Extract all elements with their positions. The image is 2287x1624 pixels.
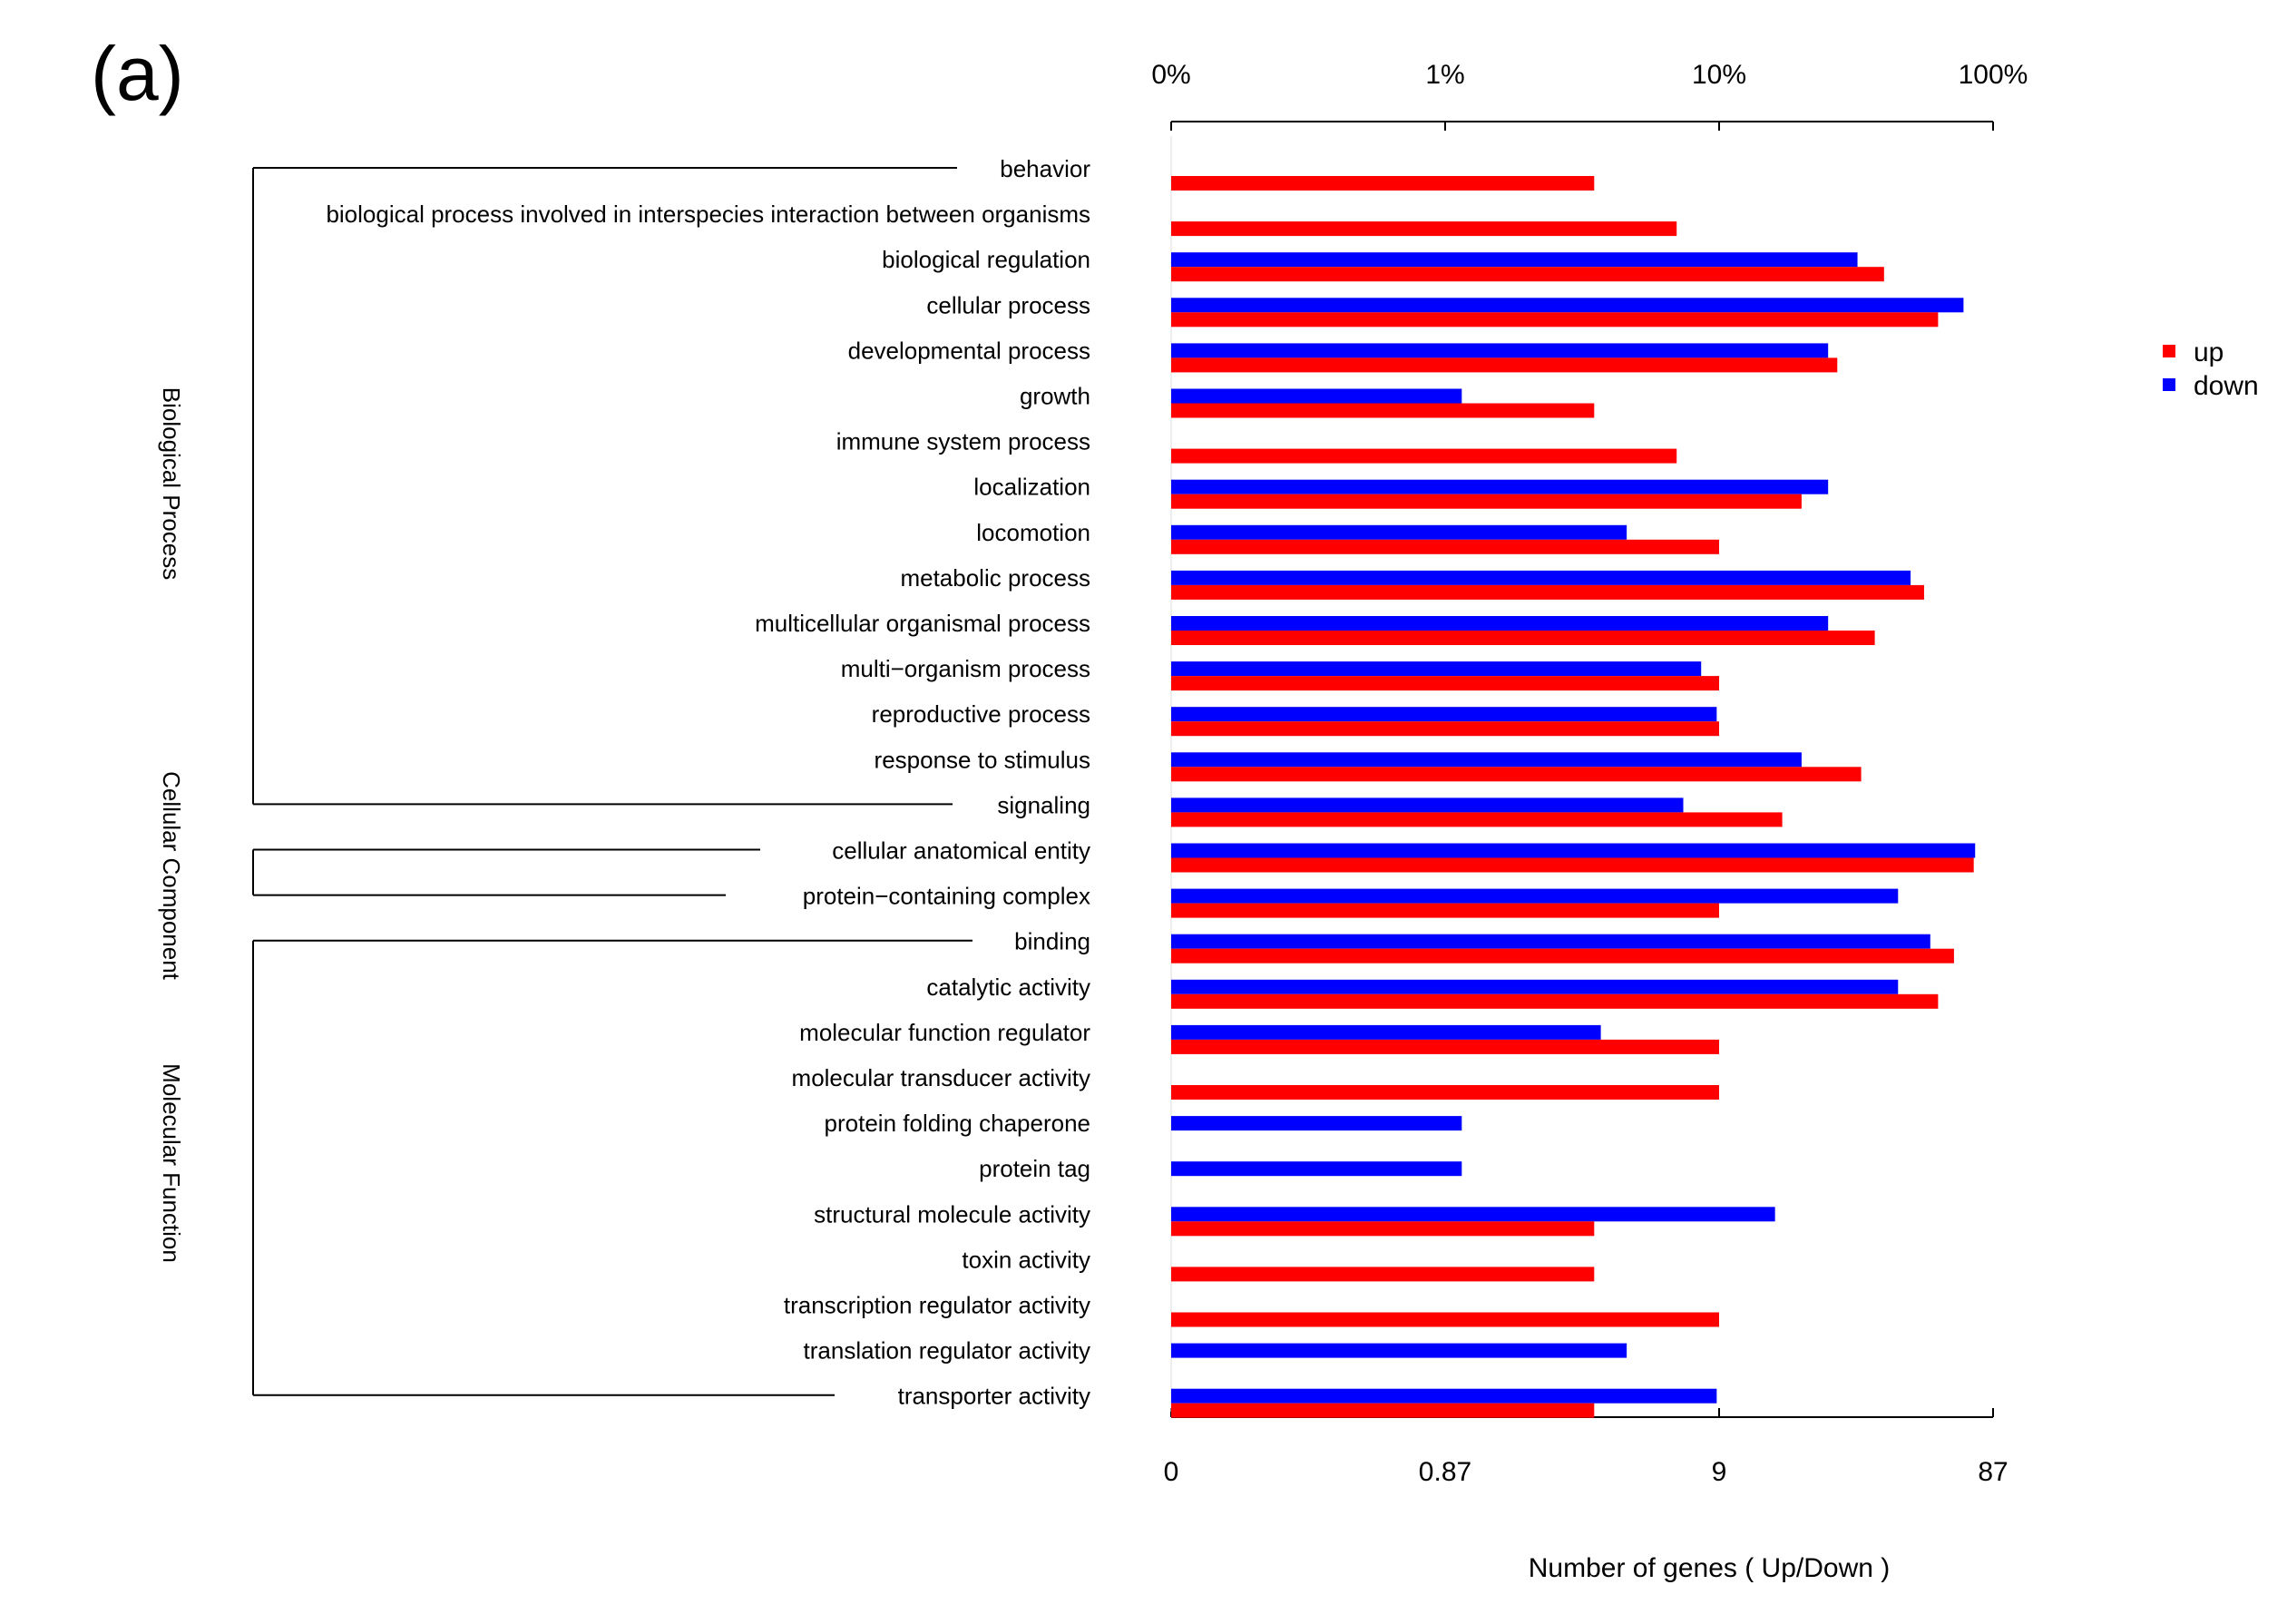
- bar-up: [1171, 357, 1838, 373]
- legend-swatch-up: [2163, 345, 2175, 357]
- bar-down: [1171, 661, 1702, 677]
- bar-up: [1171, 1085, 1719, 1100]
- bar-down: [1171, 252, 1858, 268]
- legend-swatch-down: [2163, 378, 2175, 391]
- bar-up: [1171, 812, 1783, 827]
- category-label: multi−organism process: [841, 655, 1090, 682]
- bar-down: [1171, 1388, 1717, 1404]
- bar-down: [1171, 343, 1829, 358]
- bar-down: [1171, 388, 1462, 404]
- bar-up: [1171, 267, 1884, 282]
- bar-up: [1171, 1267, 1595, 1282]
- bar-marks: [1171, 176, 1976, 1418]
- category-label: response to stimulus: [875, 746, 1090, 773]
- bottom-tick-label: 0.87: [1419, 1457, 1471, 1487]
- bar-down: [1171, 752, 1802, 768]
- category-label: protein folding chaperone: [825, 1110, 1090, 1137]
- bar-down: [1171, 1207, 1775, 1222]
- panel-label: (a): [91, 31, 184, 116]
- category-label: toxin activity: [962, 1246, 1090, 1273]
- top-axis: 0% 1% 10% 100%: [1151, 60, 2028, 131]
- bar-up: [1171, 312, 1939, 328]
- bar-up: [1171, 403, 1595, 418]
- bar-down: [1171, 1116, 1462, 1131]
- bar-down: [1171, 479, 1829, 494]
- legend-label-down: down: [2194, 371, 2259, 401]
- bar-down: [1171, 888, 1899, 904]
- category-labels: behavior biological process involved in i…: [326, 155, 1090, 1410]
- bar-down: [1171, 707, 1717, 722]
- bar-up: [1171, 584, 1924, 600]
- bar-up: [1171, 631, 1875, 645]
- category-label: protein tag: [979, 1155, 1090, 1182]
- bar-down: [1171, 1024, 1601, 1040]
- category-label: immune system process: [836, 428, 1090, 455]
- bar-down: [1171, 1161, 1462, 1177]
- bar-down: [1171, 524, 1627, 540]
- category-label: transporter activity: [898, 1383, 1090, 1410]
- bar-up: [1171, 676, 1719, 691]
- top-tick-label: 10%: [1692, 60, 1746, 90]
- category-label: binding: [1014, 928, 1090, 955]
- bar-down: [1171, 298, 1964, 313]
- bar-up: [1171, 448, 1677, 464]
- legend: up down: [2163, 338, 2259, 401]
- top-tick-label: 0%: [1151, 60, 1190, 90]
- category-label: catalytic activity: [926, 973, 1090, 1001]
- bar-up: [1171, 1312, 1719, 1327]
- bar-down: [1171, 1343, 1627, 1358]
- bar-up: [1171, 767, 1862, 782]
- x-axis-label: Number of genes ( Up/Down ): [1529, 1553, 1891, 1583]
- bar-up: [1171, 221, 1677, 237]
- bar-up: [1171, 721, 1719, 737]
- category-label: biological process involved in interspec…: [326, 201, 1090, 228]
- category-label: locomotion: [976, 519, 1090, 546]
- category-label: signaling: [997, 791, 1090, 818]
- bar-down: [1171, 843, 1976, 858]
- category-label: transcription regulator activity: [784, 1292, 1090, 1319]
- bar-up: [1171, 857, 1974, 873]
- category-label: translation regulator activity: [804, 1337, 1090, 1365]
- category-label: developmental process: [848, 337, 1090, 364]
- category-label: metabolic process: [900, 564, 1090, 592]
- category-label: localization: [973, 474, 1090, 501]
- top-tick-label: 1%: [1425, 60, 1464, 90]
- category-label: cellular process: [926, 291, 1090, 318]
- category-label: reproductive process: [872, 700, 1090, 728]
- bar-down: [1171, 570, 1911, 585]
- category-label: growth: [1020, 383, 1090, 410]
- bottom-tick-label: 0: [1164, 1457, 1179, 1487]
- bottom-tick-label: 9: [1712, 1457, 1727, 1487]
- group-label: Molecular Function: [158, 1063, 185, 1263]
- bar-up: [1171, 993, 1939, 1009]
- category-label: biological regulation: [882, 246, 1090, 273]
- bar-up: [1171, 948, 1954, 964]
- top-tick-label: 100%: [1959, 60, 2028, 90]
- category-label: structural molecule activity: [814, 1200, 1090, 1228]
- legend-label-up: up: [2194, 338, 2223, 367]
- category-label: molecular transducer activity: [792, 1064, 1090, 1091]
- bar-down: [1171, 934, 1930, 949]
- bar-up: [1171, 1039, 1719, 1054]
- bar-up: [1171, 176, 1595, 191]
- category-label: multicellular organismal process: [755, 610, 1090, 637]
- bar-up: [1171, 903, 1719, 918]
- bar-down: [1171, 797, 1684, 813]
- category-label: molecular function regulator: [799, 1019, 1090, 1046]
- bar-up: [1171, 1403, 1595, 1418]
- bar-up: [1171, 1221, 1595, 1237]
- category-label: protein−containing complex: [803, 883, 1090, 910]
- bar-up: [1171, 539, 1719, 554]
- category-label: cellular anatomical entity: [832, 837, 1090, 865]
- bar-up: [1171, 494, 1802, 509]
- group-label: Cellular Component: [158, 771, 185, 981]
- bar-down: [1171, 979, 1899, 994]
- bar-down: [1171, 616, 1829, 631]
- group-label: Biological Process: [158, 387, 185, 580]
- group-brackets: Biological Process Cellular Component Mole…: [158, 167, 972, 1396]
- bottom-tick-label: 87: [1978, 1457, 2008, 1487]
- category-label: behavior: [1000, 155, 1090, 182]
